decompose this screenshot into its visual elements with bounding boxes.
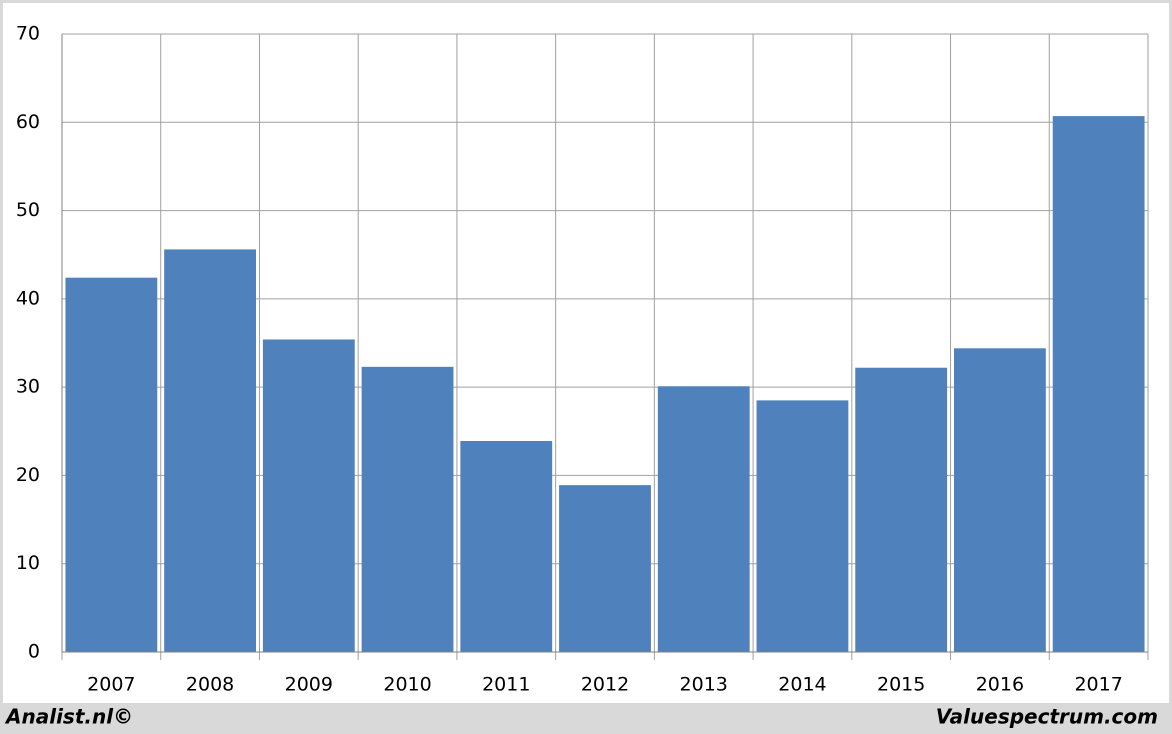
bar — [164, 249, 256, 652]
y-tick-label: 70 — [16, 23, 40, 45]
bar — [262, 339, 355, 652]
y-tick-label: 10 — [16, 552, 40, 574]
bar — [657, 386, 750, 652]
x-tick-label: 2008 — [186, 674, 234, 696]
bar — [1052, 116, 1145, 652]
footer-left: Analist.nl© — [4, 705, 133, 729]
x-tick-label: 2011 — [482, 674, 530, 696]
y-tick-label: 20 — [16, 464, 40, 486]
bar — [460, 440, 553, 652]
bar — [559, 485, 651, 652]
x-tick-label: 2013 — [680, 674, 728, 696]
y-tick-label: 30 — [16, 376, 40, 398]
bar — [756, 400, 849, 652]
bar — [65, 277, 158, 652]
bar — [361, 366, 454, 652]
y-tick-label: 0 — [28, 641, 40, 663]
footer-right: Valuespectrum.com — [936, 705, 1158, 729]
x-tick-label: 2012 — [581, 674, 629, 696]
y-tick-label: 40 — [16, 287, 40, 309]
bar — [855, 367, 948, 652]
y-tick-label: 50 — [16, 199, 40, 221]
bar — [954, 348, 1046, 652]
x-tick-label: 2010 — [383, 674, 431, 696]
x-tick-label: 2017 — [1074, 674, 1122, 696]
y-tick-label: 60 — [16, 111, 40, 133]
x-tick-label: 2015 — [877, 674, 925, 696]
x-tick-label: 2016 — [976, 674, 1024, 696]
x-tick-label: 2014 — [778, 674, 826, 696]
x-tick-label: 2007 — [87, 674, 135, 696]
x-tick-label: 2009 — [285, 674, 333, 696]
